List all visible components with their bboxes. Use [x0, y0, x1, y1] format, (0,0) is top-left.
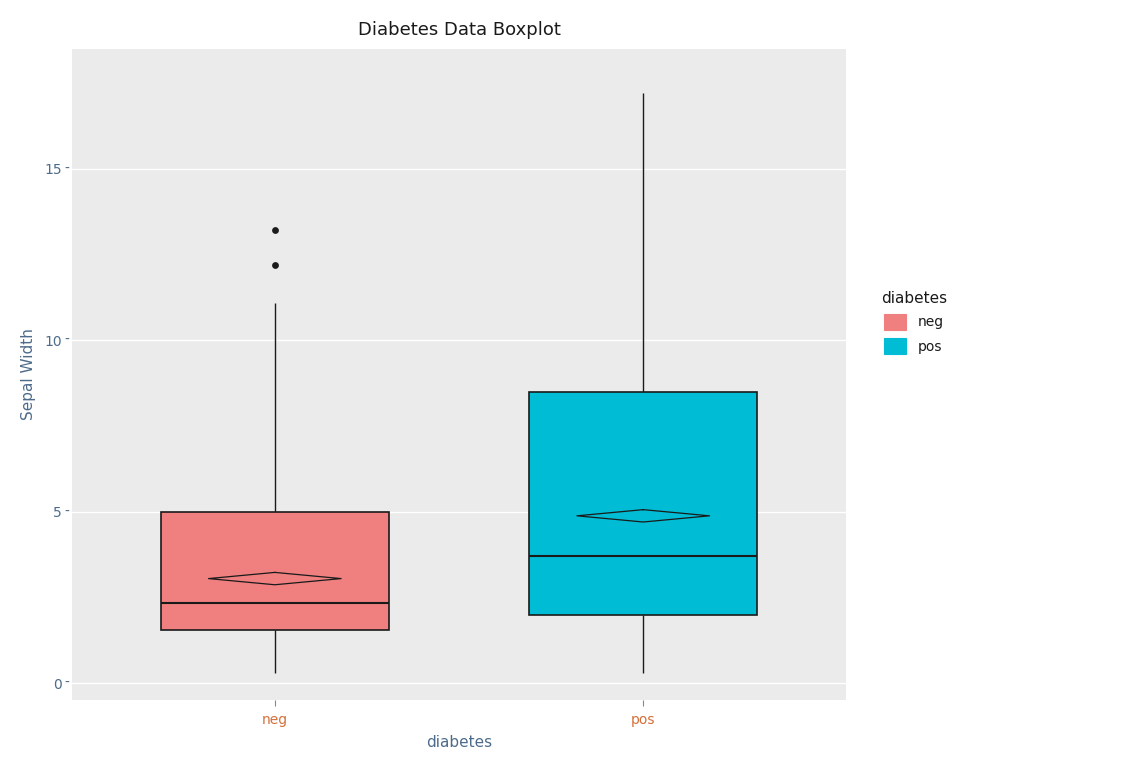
Point — [265, 258, 283, 271]
Point — [265, 224, 283, 237]
Legend: neg, pos: neg, pos — [868, 278, 960, 367]
X-axis label: diabetes: diabetes — [426, 736, 492, 750]
Title: Diabetes Data Boxplot: Diabetes Data Boxplot — [358, 21, 560, 39]
Text: -: - — [64, 505, 69, 519]
Bar — [530, 392, 758, 614]
Text: -: - — [64, 676, 69, 690]
Text: -: - — [64, 162, 69, 176]
Y-axis label: Sepal Width: Sepal Width — [20, 328, 36, 420]
Bar — [160, 512, 390, 630]
Text: -: - — [64, 333, 69, 347]
